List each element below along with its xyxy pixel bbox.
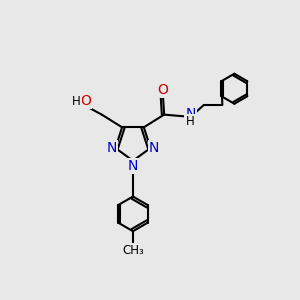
Text: N: N: [149, 141, 159, 155]
Text: O: O: [158, 83, 168, 97]
Text: O: O: [80, 94, 91, 108]
Text: H: H: [72, 95, 81, 108]
Text: CH₃: CH₃: [122, 244, 144, 256]
Text: H: H: [186, 115, 195, 128]
Text: N: N: [185, 107, 196, 121]
Text: N: N: [128, 159, 138, 173]
Text: N: N: [107, 141, 117, 155]
